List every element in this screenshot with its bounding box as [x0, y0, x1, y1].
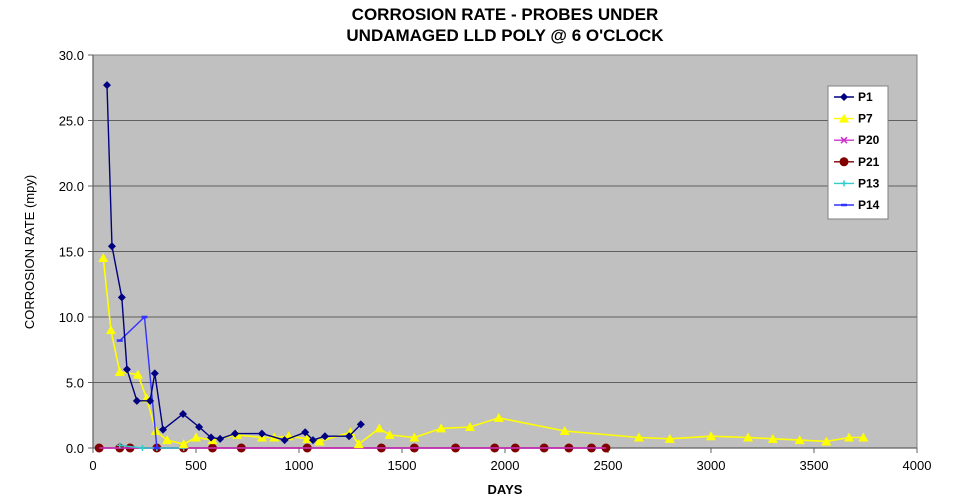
y-tick-label: 15.0: [59, 245, 84, 260]
legend: P1 P7 P20 P21 P13 P14: [827, 85, 889, 220]
x-axis-ticks: 0 500 1000 1500 2000 2500 3000 3500 4000: [89, 447, 932, 473]
x-tick-label: 1000: [285, 458, 314, 473]
legend-item-p1: P1: [834, 90, 873, 104]
series-p14: [116, 315, 160, 450]
y-axis-label: CORROSION RATE (mpy): [22, 175, 37, 329]
x-tick-label: 2000: [491, 458, 520, 473]
x-tick-label: 4000: [903, 458, 932, 473]
legend-item-p7: P7: [834, 112, 873, 126]
x-tick-label: 500: [185, 458, 207, 473]
x-tick-label: 2500: [594, 458, 623, 473]
chart-title: CORROSION RATE - PROBES UNDER UNDAMAGED …: [0, 4, 960, 46]
legend-item-p20: P20: [834, 133, 880, 147]
legend-label: P21: [858, 155, 880, 169]
legend-label: P1: [858, 90, 873, 104]
y-tick-label: 20.0: [59, 179, 84, 194]
legend-item-p14: P14: [834, 198, 880, 212]
series-group: [94, 81, 869, 453]
x-tick-label: 3500: [800, 458, 829, 473]
series-p1: [103, 81, 365, 445]
chart-title-line2: UNDAMAGED LLD POLY @ 6 O'CLOCK: [346, 26, 664, 45]
legend-item-p13: P13: [834, 176, 880, 190]
chart-title-line1: CORROSION RATE - PROBES UNDER: [351, 5, 659, 24]
legend-item-p21: P21: [834, 155, 880, 169]
x-axis-label: DAYS: [488, 482, 523, 497]
legend-label: P13: [858, 176, 880, 190]
legend-label: P20: [858, 133, 880, 147]
y-tick-label: 0.0: [66, 441, 84, 456]
y-tick-label: 30.0: [59, 48, 84, 63]
legend-label: P14: [858, 198, 880, 212]
x-tick-label: 3000: [697, 458, 726, 473]
x-tick-label: 0: [89, 458, 96, 473]
y-tick-label: 10.0: [59, 310, 84, 325]
legend-label: P7: [858, 112, 873, 126]
x-tick-label: 1500: [388, 458, 417, 473]
y-axis-ticks: 0.0 5.0 10.0 15.0 20.0 25.0 30.0: [59, 48, 94, 456]
y-tick-label: 5.0: [66, 376, 84, 391]
y-tick-label: 25.0: [59, 114, 84, 129]
gridlines: [93, 120, 917, 383]
